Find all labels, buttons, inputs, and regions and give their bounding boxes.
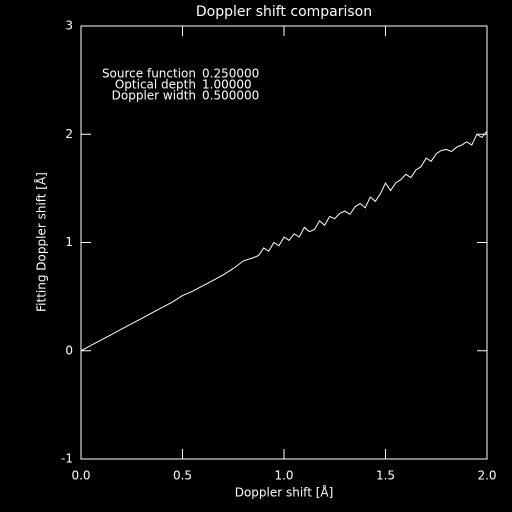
y-axis-title: Fitting Doppler shift [Å]: [34, 172, 49, 312]
annotation-label: Optical depth: [115, 78, 196, 92]
y-tick-label: 1: [65, 235, 73, 249]
annotation-value: 0.500000: [202, 89, 259, 103]
annotation-value: 0.250000: [202, 67, 259, 81]
x-tick-label: 2.0: [477, 469, 496, 483]
data-line: [80, 130, 488, 352]
y-tick-label: 2: [65, 127, 73, 141]
annotation-value: 1.00000: [202, 78, 252, 92]
x-tick-label: 1.5: [376, 469, 395, 483]
x-tick-label: 0.0: [71, 469, 90, 483]
x-axis-title: Doppler shift [Å]: [235, 485, 334, 500]
y-tick-label: -1: [61, 452, 73, 466]
annotation-label: Source function: [102, 67, 196, 81]
y-tick-label: 0: [65, 343, 73, 357]
chart-title: Doppler shift comparison: [196, 4, 372, 20]
y-tick-label: 3: [65, 19, 73, 33]
x-tick-label: 0.5: [173, 469, 192, 483]
annotation-label: Doppler width: [112, 89, 196, 103]
x-tick-label: 1.0: [274, 469, 293, 483]
